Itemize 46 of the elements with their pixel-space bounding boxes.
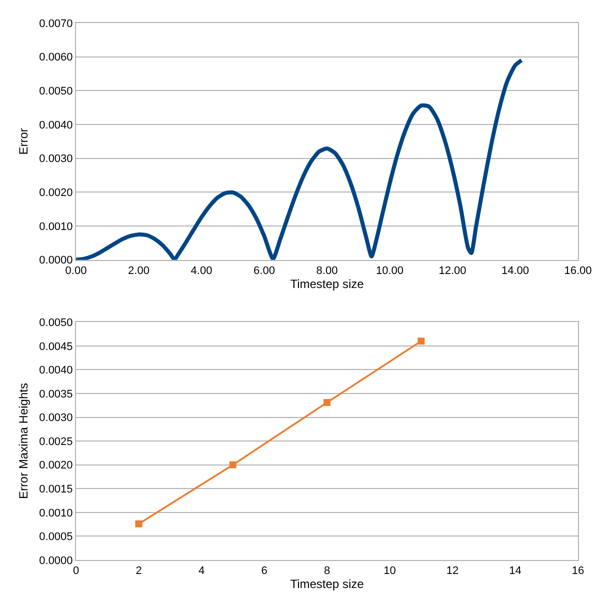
- y-tick-label: 0.0015: [39, 483, 73, 496]
- y-tick-label: 0.0020: [39, 460, 73, 472]
- y-tick-label: 0.0050: [39, 316, 73, 329]
- y-tick-label: 0.0050: [39, 86, 73, 98]
- y-tick-label: 0.0025: [39, 436, 73, 448]
- y-tick-label: 0.0030: [39, 153, 73, 166]
- x-tick-label: 6.00: [254, 265, 275, 278]
- x-tick-label: 8: [324, 565, 330, 578]
- y-tick-label: 0.0005: [39, 531, 73, 544]
- y-tick-label: 0.0010: [39, 220, 73, 233]
- x-tick-label: 14: [509, 565, 522, 578]
- x-tick-label: 4: [198, 565, 205, 578]
- x-axis-title: Timestep size: [290, 577, 364, 592]
- y-tick-label: 0.0070: [39, 18, 73, 30]
- y-tick-label: 0.0030: [39, 412, 73, 424]
- x-tick-label: 4.00: [190, 265, 212, 278]
- y-tick-label: 0.0010: [39, 507, 73, 520]
- x-tick-label: 2.00: [128, 265, 150, 278]
- x-tick-label: 10: [384, 565, 396, 578]
- x-tick-label: 2: [136, 565, 142, 578]
- x-axis-title: Timestep size: [290, 277, 364, 292]
- y-tick-label: 0.0035: [39, 388, 73, 400]
- point: [324, 399, 330, 406]
- y-axis-title: Error: [16, 128, 30, 155]
- y-tick-label: 0.0040: [39, 119, 73, 132]
- x-tick-label: 12.00: [438, 265, 466, 278]
- x-tick-label: 12: [446, 565, 459, 578]
- y-tick-label: 0.0000: [39, 254, 73, 267]
- point: [229, 461, 236, 468]
- x-tick-label: 0: [72, 565, 80, 578]
- x-tick-label: 14.00: [501, 265, 530, 278]
- x-tick-label: 16: [572, 565, 584, 578]
- y-tick-label: 0.0020: [39, 187, 73, 199]
- point: [418, 338, 425, 345]
- y-tick-label: 0.0040: [39, 364, 73, 377]
- x-tick-label: 16.00: [564, 265, 592, 278]
- x-tick-label: 0.00: [65, 265, 87, 278]
- x-tick-label: 8.00: [316, 265, 338, 278]
- y-tick-label: 0.0000: [39, 554, 73, 567]
- x-tick-label: 6: [261, 565, 268, 578]
- y-axis-title: Error Maxima Heights: [16, 383, 30, 500]
- point: [135, 520, 142, 528]
- y-tick-label: 0.0060: [39, 52, 73, 64]
- y-tick-label: 0.0045: [39, 340, 73, 353]
- line-series: [76, 58, 524, 260]
- x-tick-label: 10.00: [376, 265, 404, 278]
